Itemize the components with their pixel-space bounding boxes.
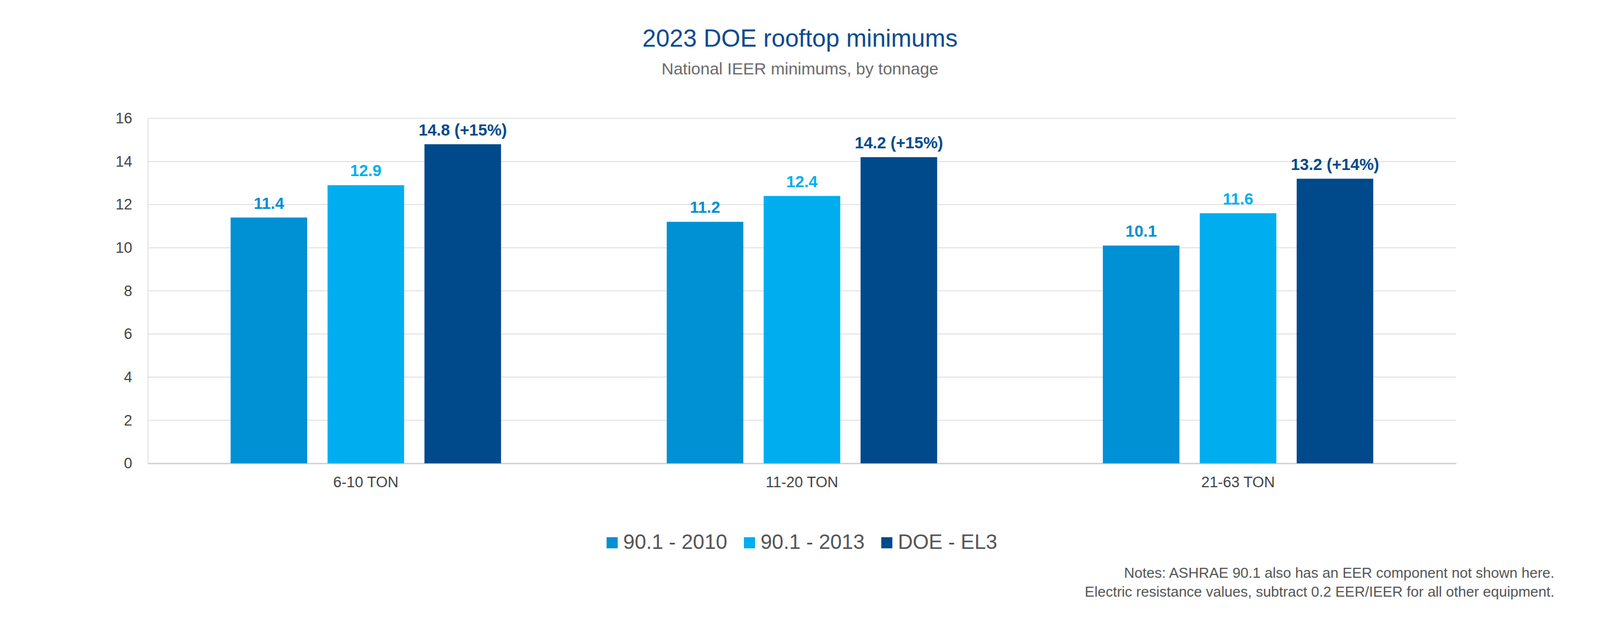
y-tick-label: 8 bbox=[123, 282, 133, 300]
x-tick: 6-10 TON bbox=[333, 463, 399, 491]
data-label: 12.9 bbox=[350, 161, 382, 180]
data-label: 11.6 bbox=[1222, 190, 1254, 208]
y-tick: 4 bbox=[123, 368, 148, 386]
y-tick-label: 2 bbox=[123, 412, 133, 429]
legend-swatch bbox=[881, 537, 893, 549]
y-tick: 14 bbox=[115, 153, 148, 170]
y-tick-label: 16 bbox=[115, 110, 133, 127]
legend-label: 90.1 - 2010 bbox=[623, 530, 728, 554]
chart: 2023 DOE rooftop minimums National IEER m… bbox=[0, 0, 1600, 625]
data-label: 12.4 bbox=[786, 172, 818, 191]
grid bbox=[147, 118, 1457, 464]
x-tick-label: 11-20 TON bbox=[765, 473, 839, 491]
annotation: Notes: ASHRAE 90.1 also has an EER compo… bbox=[1123, 564, 1555, 582]
bar bbox=[763, 196, 841, 464]
annotations: Notes: ASHRAE 90.1 also has an EER compo… bbox=[1085, 564, 1555, 600]
bar bbox=[424, 144, 502, 464]
y-tick: 12 bbox=[115, 196, 148, 213]
x-axis: 6-10 TON 11-20 TON 21-63 TON bbox=[148, 463, 1457, 491]
y-tick-label: 6 bbox=[123, 325, 133, 343]
legend-label: 90.1 - 2013 bbox=[760, 530, 865, 554]
legend-label: DOE - EL3 bbox=[897, 530, 998, 554]
data-label: 11.4 bbox=[253, 194, 285, 213]
bar bbox=[230, 217, 308, 464]
data-label: 13.2 (+14%) bbox=[1291, 155, 1380, 174]
bar bbox=[327, 185, 405, 464]
y-tick: 8 bbox=[123, 282, 148, 300]
y-tick: 6 bbox=[123, 325, 148, 343]
y-tick-label: 0 bbox=[123, 455, 133, 472]
grid-line bbox=[147, 117, 1457, 119]
bar bbox=[1102, 245, 1180, 464]
y-axis: 0 2 4 6 8 10 12 14 16 bbox=[115, 110, 149, 472]
bar bbox=[666, 221, 744, 464]
data-labels: 11.4 11.2 10.1 12.9 12.4 11.6 14.8 (+15%) 14.2 … bbox=[253, 121, 1380, 240]
title: 2023 DOE rooftop minimums bbox=[642, 24, 958, 52]
bars bbox=[230, 144, 1374, 464]
bar bbox=[1200, 213, 1277, 464]
y-tick-label: 10 bbox=[115, 239, 133, 257]
data-label: 14.8 (+15%) bbox=[418, 121, 508, 139]
y-axis-line bbox=[147, 118, 149, 464]
annotation: Electric resistance values, subtract 0.2… bbox=[1085, 583, 1555, 600]
bar bbox=[860, 157, 938, 464]
data-label: 14.2 (+15%) bbox=[855, 133, 944, 152]
legend-item: 90.1 - 2013 bbox=[743, 530, 865, 554]
bar bbox=[1296, 178, 1374, 464]
legend: 90.1 - 2010 90.1 - 2013 DOE - EL3 bbox=[606, 530, 998, 554]
y-tick-label: 14 bbox=[115, 153, 133, 170]
y-tick: 0 bbox=[123, 455, 148, 472]
y-tick: 10 bbox=[115, 239, 148, 257]
y-tick-label: 12 bbox=[115, 196, 133, 213]
y-tick-label: 4 bbox=[123, 368, 133, 386]
legend-item: 90.1 - 2010 bbox=[606, 530, 728, 554]
subtitle: National IEER minimums, by tonnage bbox=[661, 59, 939, 78]
y-tick: 16 bbox=[115, 110, 148, 127]
legend-item: DOE - EL3 bbox=[881, 530, 998, 554]
legend-swatch bbox=[606, 537, 618, 549]
y-tick: 2 bbox=[123, 412, 148, 429]
x-tick: 11-20 TON bbox=[765, 463, 839, 491]
x-tick: 21-63 TON bbox=[1201, 463, 1275, 491]
data-label: 11.2 bbox=[690, 198, 721, 217]
x-tick-label: 6-10 TON bbox=[333, 473, 399, 491]
x-tick-label: 21-63 TON bbox=[1201, 473, 1275, 491]
legend-swatch bbox=[743, 537, 755, 549]
grid-line bbox=[147, 161, 1457, 163]
data-label: 10.1 bbox=[1125, 222, 1157, 240]
